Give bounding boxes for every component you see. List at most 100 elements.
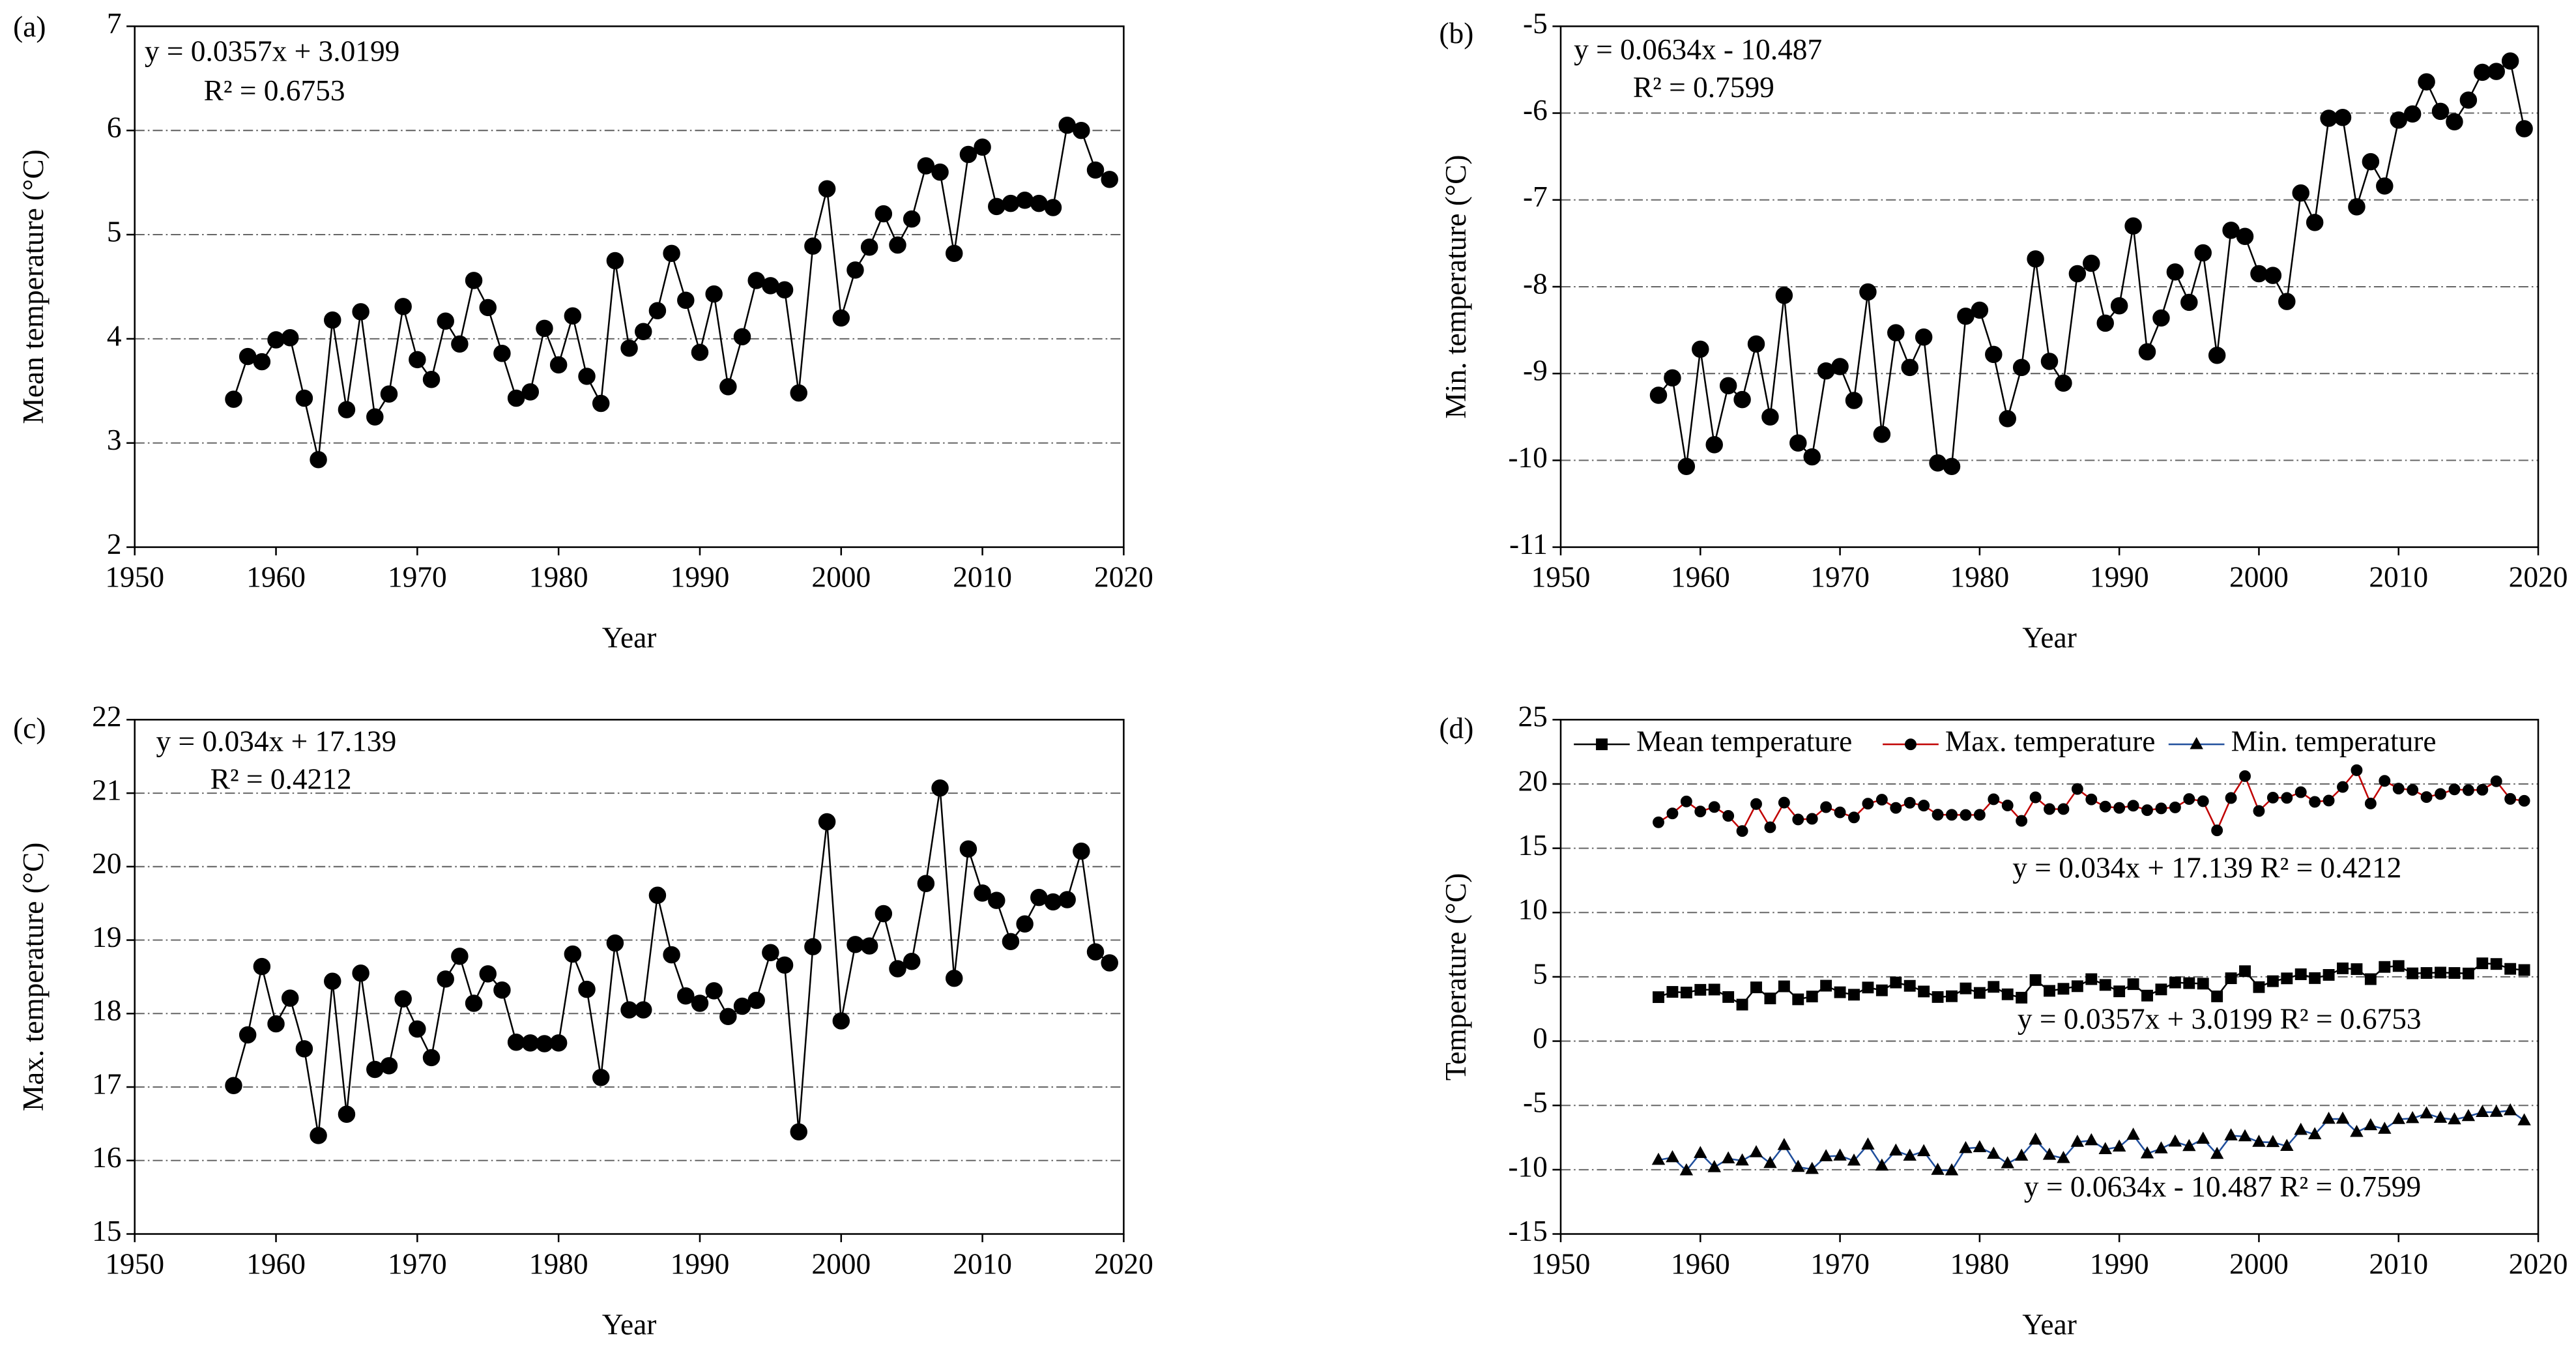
marker: [1792, 993, 1804, 1006]
marker: [2238, 1129, 2252, 1142]
y-tick-label: 3: [107, 424, 122, 456]
marker: [2294, 1122, 2308, 1135]
marker: [2280, 1139, 2294, 1152]
marker: [2266, 791, 2279, 804]
y-tick-label: 7: [107, 7, 122, 40]
marker: [2490, 958, 2502, 970]
annotation: y = 0.034x + 17.139: [156, 725, 396, 758]
x-tick-label: 1990: [671, 1247, 730, 1280]
marker: [1987, 1146, 2001, 1159]
marker: [2476, 783, 2489, 796]
marker: [2517, 1113, 2531, 1125]
marker: [1873, 426, 1891, 443]
y-tick-label: 19: [92, 921, 121, 953]
marker: [1862, 981, 1874, 994]
marker: [832, 309, 850, 327]
y-tick-label: 2: [107, 528, 122, 560]
x-tick-label: 1970: [1810, 1247, 1870, 1280]
marker: [2155, 983, 2167, 996]
marker: [2001, 799, 2014, 811]
marker: [2462, 967, 2474, 979]
marker: [988, 197, 1006, 216]
marker: [2099, 979, 2111, 991]
x-axis-title: Year: [2022, 622, 2077, 654]
marker: [2029, 974, 2042, 986]
marker: [592, 1069, 610, 1086]
marker: [635, 323, 652, 340]
marker: [1932, 991, 1944, 1003]
plot-frame: [134, 25, 1125, 548]
y-tick-label: 0: [1533, 1022, 1548, 1054]
marker: [1044, 199, 1062, 216]
marker: [606, 934, 624, 952]
y-tick-label: -9: [1523, 355, 1548, 387]
marker: [2379, 775, 2391, 787]
marker: [493, 345, 511, 362]
marker: [366, 408, 384, 426]
x-tick-label: 2000: [2229, 1247, 2289, 1280]
marker: [818, 813, 836, 831]
marker: [1932, 809, 1944, 821]
marker: [648, 302, 667, 319]
marker: [1971, 301, 1989, 319]
marker: [1903, 796, 1916, 809]
y-tick-label: 6: [107, 111, 122, 144]
x-tick-label: 2020: [1094, 560, 1153, 593]
annotation: R² = 0.7599: [1633, 71, 1774, 104]
marker: [2294, 968, 2307, 980]
marker: [1016, 915, 1034, 933]
marker: [451, 335, 469, 353]
marker: [1692, 340, 1709, 358]
marker: [1848, 811, 1860, 824]
marker: [2405, 1110, 2420, 1124]
marker: [663, 244, 680, 263]
marker: [691, 994, 709, 1012]
marker: [1819, 1149, 1833, 1161]
marker: [2461, 1109, 2476, 1122]
marker: [2112, 1139, 2126, 1152]
marker: [1820, 979, 1832, 992]
marker: [1791, 1159, 1805, 1172]
marker: [1733, 390, 1751, 409]
marker: [1073, 842, 1090, 860]
marker: [310, 451, 327, 469]
marker: [1086, 943, 1105, 961]
marker: [2194, 244, 2212, 262]
marker: [2183, 793, 2195, 805]
panel-label: (c): [13, 712, 46, 744]
marker: [775, 956, 794, 974]
panel-label: (d): [1439, 712, 1473, 744]
y-tick-label: -10: [1508, 1150, 1547, 1183]
marker: [860, 238, 878, 256]
marker: [2431, 102, 2450, 121]
marker: [225, 1077, 242, 1095]
y-tick-label: 20: [92, 847, 121, 880]
annotation: y = 0.0634x - 10.487 R² = 0.7599: [2024, 1170, 2421, 1203]
marker: [2309, 796, 2321, 808]
marker: [1806, 813, 1818, 825]
y-tick-label: 22: [92, 701, 121, 733]
marker: [875, 905, 893, 923]
marker: [2348, 198, 2366, 216]
marker: [1649, 386, 1668, 404]
marker: [324, 972, 341, 990]
marker: [804, 938, 822, 955]
legend-marker: [1905, 738, 1917, 751]
marker: [705, 285, 723, 303]
marker: [1960, 809, 1972, 821]
marker: [1890, 802, 1902, 814]
marker: [1792, 813, 1804, 826]
x-tick-label: 2020: [2509, 560, 2568, 593]
y-axis-title: Temperature (°C): [1440, 873, 1472, 1081]
marker: [945, 244, 963, 263]
marker: [2197, 978, 2209, 990]
marker: [1708, 983, 1720, 996]
marker: [1736, 825, 1748, 837]
marker: [295, 389, 313, 407]
marker: [1763, 1155, 1777, 1168]
marker: [2208, 346, 2226, 364]
marker: [903, 210, 921, 228]
x-axis-title: Year: [602, 1309, 657, 1341]
legend-label: Mean temperature: [1636, 725, 1852, 758]
marker: [2042, 1148, 2057, 1160]
